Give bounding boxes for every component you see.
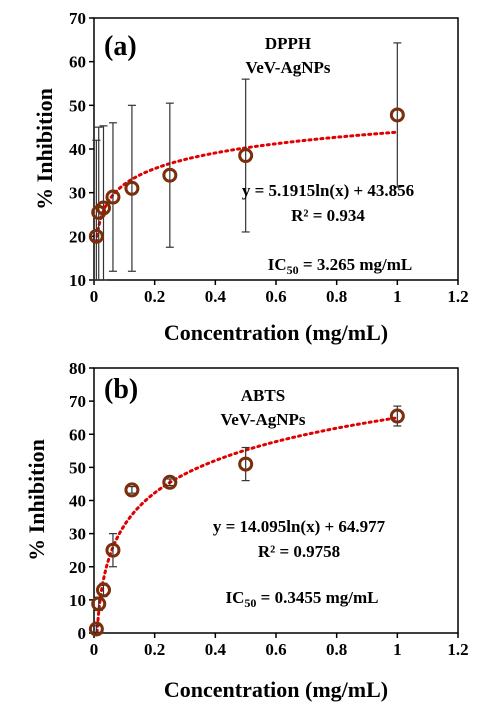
data-point [95,200,111,216]
data-point [124,180,140,196]
data-point [238,148,254,164]
y-tick-label: 20 [69,558,86,577]
data-point [238,456,254,472]
y-tick-label: 40 [69,492,86,511]
y-tick-label: 70 [69,392,86,411]
x-tick-label: 1.2 [447,287,468,306]
r-squared: R² = 0.9758 [258,542,340,561]
data-point [105,542,121,558]
y-tick-label: 40 [69,140,86,159]
y-tick-label: 70 [69,9,86,28]
y-tick-label: 60 [69,53,86,72]
x-tick-label: 0.6 [265,287,286,306]
y-tick-label: 50 [69,96,86,115]
data-points [88,107,405,244]
x-tick-label: 0 [90,287,99,306]
y-tick-labels: 0 10 20 30 40 50 60 70 80 [69,359,86,643]
y-axis-title: % Inhibition [24,439,49,561]
data-point [124,482,140,498]
chart-title-line-1: ABTS [241,386,285,405]
data-point [88,228,104,244]
chart-title-line-1: DPPH [265,34,311,53]
x-tick-labels: 0 0.2 0.4 0.6 0.8 1 1.2 [90,640,469,659]
x-tick-label: 1 [393,640,402,659]
chart-panel-a: 10 20 30 40 50 60 70 0 0.2 0.4 0.6 0.8 1 1.2 (a) DPP… [32,9,469,345]
x-tick-label: 0.8 [326,287,347,306]
chart-title-line-2: VeV-AgNPs [246,58,331,77]
y-tick-label: 10 [69,271,86,290]
ic50-label: IC50 = 3.265 mg/mL [268,255,412,277]
x-axis-title: Concentration (mg/mL) [164,320,388,345]
x-tick-label: 0.2 [144,640,165,659]
chart-title-line-2: VeV-AgNPs [221,410,306,429]
x-axis-title: Concentration (mg/mL) [164,677,388,702]
x-tick-label: 0.4 [205,287,227,306]
trend-equation: y = 14.095ln(x) + 64.977 [213,517,386,536]
x-tick-label: 0 [90,640,99,659]
y-tick-label: 50 [69,458,86,477]
trend-equation: y = 5.1915ln(x) + 43.856 [242,181,414,200]
data-point [95,582,111,598]
data-point [162,474,178,490]
panel-label: (a) [104,31,137,62]
data-point [88,621,104,637]
panel-label: (b) [104,374,138,405]
data-point [91,596,107,612]
y-tick-label: 80 [69,359,86,378]
ic50-label: IC50 = 0.3455 mg/mL [226,588,379,610]
r-squared: R² = 0.934 [291,206,365,225]
y-axis-title: % Inhibition [32,88,57,210]
data-point [105,189,121,205]
y-tick-label: 20 [69,227,86,246]
x-tick-label: 1 [393,287,402,306]
data-point [162,167,178,183]
x-tick-label: 0.2 [144,287,165,306]
data-points [88,408,405,637]
y-tick-label: 10 [69,591,86,610]
y-tick-labels: 10 20 30 40 50 60 70 [69,9,86,290]
x-tick-label: 0.8 [326,640,347,659]
x-tick-label: 0.4 [205,640,227,659]
data-point [389,408,405,424]
y-tick-label: 30 [69,184,86,203]
y-tick-label: 60 [69,425,86,444]
x-tick-labels: 0 0.2 0.4 0.6 0.8 1 1.2 [90,287,469,306]
y-tick-label: 30 [69,525,86,544]
y-tick-label: 0 [78,624,87,643]
x-tick-label: 0.6 [265,640,286,659]
x-tick-label: 1.2 [447,640,468,659]
data-point [389,107,405,123]
